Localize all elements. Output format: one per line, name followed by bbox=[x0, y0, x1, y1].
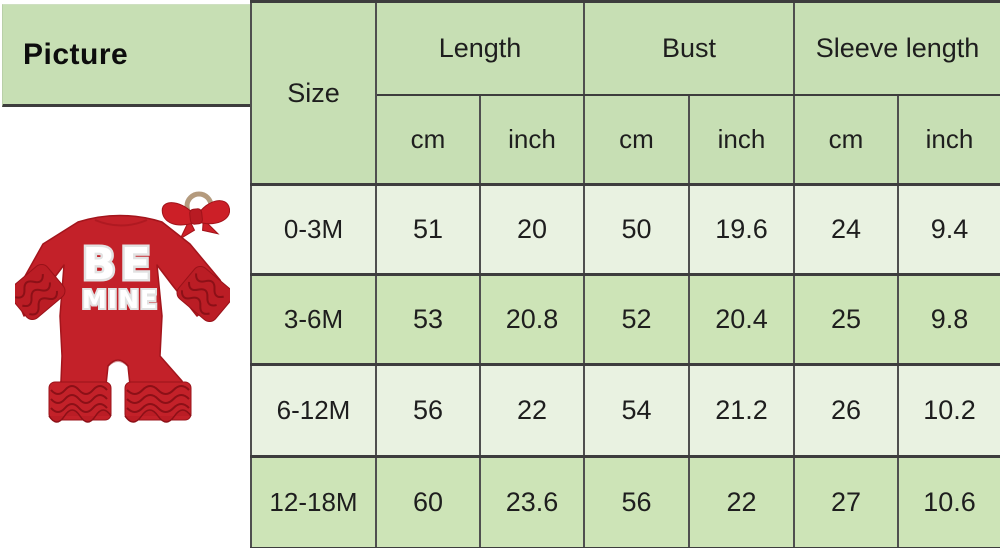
value-cell: 25 bbox=[793, 273, 899, 366]
value-cell: 23.6 bbox=[479, 455, 585, 548]
table-row: 0-3M 51 20 50 19.6 24 9.4 bbox=[250, 183, 1000, 276]
value-cell: 56 bbox=[375, 363, 481, 458]
value-cell: 9.8 bbox=[897, 273, 1000, 366]
table-row: 12-18M 60 23.6 56 22 27 10.6 bbox=[250, 455, 1000, 548]
unit-header: cm bbox=[583, 93, 690, 186]
value-cell: 26 bbox=[793, 363, 899, 458]
romper-text-mine: MINE bbox=[82, 285, 158, 314]
value-cell: 21.2 bbox=[688, 363, 795, 458]
value-cell: 10.2 bbox=[897, 363, 1000, 458]
value-cell: 22 bbox=[479, 363, 585, 458]
value-cell: 52 bbox=[583, 273, 690, 366]
size-column-header: Size bbox=[250, 0, 377, 186]
value-cell: 19.6 bbox=[688, 183, 795, 276]
size-cell: 3-6M bbox=[250, 273, 377, 366]
picture-header-cell: Picture bbox=[2, 4, 250, 107]
size-chart-table: Size Length Bust Sleeve length cm inch c… bbox=[250, 0, 1000, 548]
unit-header: cm bbox=[375, 93, 481, 186]
size-cell: 12-18M bbox=[250, 455, 377, 548]
value-cell: 22 bbox=[688, 455, 795, 548]
unit-header: inch bbox=[688, 93, 795, 186]
value-cell: 20 bbox=[479, 183, 585, 276]
headband-bow-graphic bbox=[161, 191, 230, 241]
value-cell: 50 bbox=[583, 183, 690, 276]
left-leg-ruffle bbox=[48, 381, 112, 423]
column-header-bust: Bust bbox=[583, 0, 795, 96]
value-cell: 51 bbox=[375, 183, 481, 276]
value-cell: 56 bbox=[583, 455, 690, 548]
romper-text-be: BE bbox=[82, 239, 156, 290]
size-cell: 6-12M bbox=[250, 363, 377, 458]
right-leg-ruffle bbox=[124, 381, 192, 423]
left-cuff-ruffle bbox=[15, 264, 66, 320]
value-cell: 20.4 bbox=[688, 273, 795, 366]
unit-header: inch bbox=[479, 93, 585, 186]
value-cell: 20.8 bbox=[479, 273, 585, 366]
table-row: 6-12M 56 22 54 21.2 26 10.2 bbox=[250, 363, 1000, 458]
value-cell: 27 bbox=[793, 455, 899, 548]
right-cuff-ruffle bbox=[176, 266, 230, 322]
unit-header: inch bbox=[897, 93, 1000, 186]
table-row: 3-6M 53 20.8 52 20.4 25 9.8 bbox=[250, 273, 1000, 366]
value-cell: 9.4 bbox=[897, 183, 1000, 276]
value-cell: 54 bbox=[583, 363, 690, 458]
value-cell: 24 bbox=[793, 183, 899, 276]
value-cell: 53 bbox=[375, 273, 481, 366]
value-cell: 60 bbox=[375, 455, 481, 548]
unit-header: cm bbox=[793, 93, 899, 186]
romper-graphic: BE MINE bbox=[15, 214, 230, 423]
product-image: BE MINE bbox=[15, 191, 230, 423]
size-cell: 0-3M bbox=[250, 183, 377, 276]
value-cell: 10.6 bbox=[897, 455, 1000, 548]
column-header-sleeve-length: Sleeve length bbox=[793, 0, 1000, 96]
column-header-length: Length bbox=[375, 0, 585, 96]
picture-header-label: Picture bbox=[23, 37, 129, 71]
